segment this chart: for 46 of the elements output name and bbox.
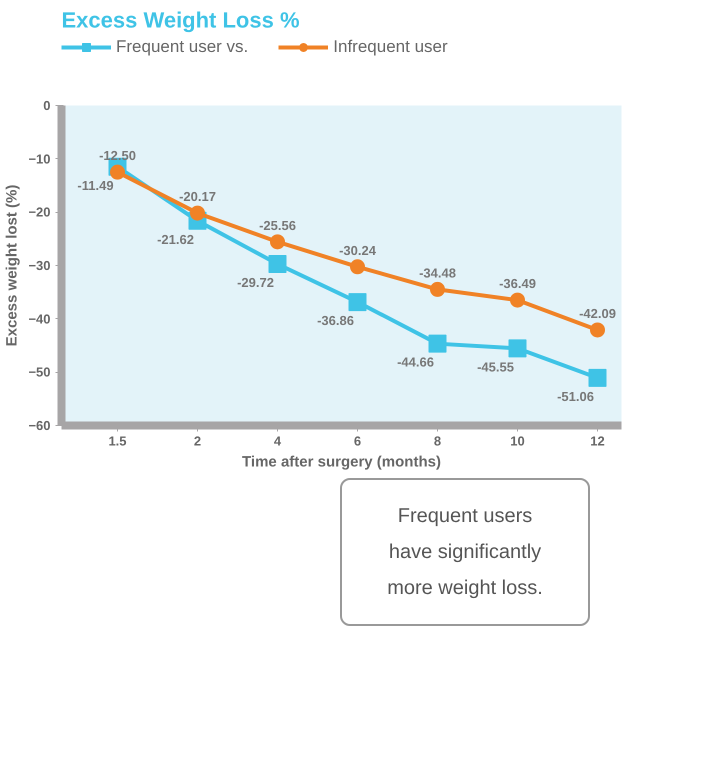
- x-tick-label: 4: [274, 434, 282, 448]
- data-label: -36.49: [499, 276, 536, 292]
- x-axis-title: Time after surgery (months): [242, 454, 441, 470]
- point: [508, 339, 526, 358]
- point: [270, 234, 285, 250]
- y-tick-label: −20: [28, 204, 51, 220]
- data-label: -30.24: [339, 242, 377, 258]
- data-label: -20.17: [179, 189, 216, 204]
- data-label: -44.66: [397, 354, 434, 370]
- y-tick-label: −40: [28, 311, 51, 326]
- data-label: -45.55: [477, 359, 514, 374]
- legend-label: Infrequent user: [333, 37, 448, 57]
- data-label: -34.48: [419, 265, 456, 280]
- data-label: -51.06: [557, 388, 594, 404]
- point: [268, 255, 286, 274]
- point: [348, 293, 366, 312]
- y-tick-label: −60: [28, 418, 51, 433]
- data-label: -29.72: [237, 275, 274, 290]
- y-axis-title: Excess weight lost (%): [3, 184, 20, 346]
- point: [590, 322, 605, 338]
- y-tick-label: −30: [28, 258, 51, 273]
- text: Frequent users have significantly more weight loss.: [387, 504, 543, 601]
- x-tick-label: 12: [590, 434, 605, 448]
- point: [428, 334, 446, 353]
- x-tick-label: 8: [434, 434, 442, 448]
- legend-label: Frequent user vs.: [116, 37, 248, 57]
- data-label: -12.50: [99, 148, 136, 164]
- point: [350, 259, 365, 274]
- point: [588, 368, 606, 387]
- point: [430, 282, 445, 297]
- x-tick-label: 6: [354, 434, 362, 448]
- chart-title: Excess Weight Loss %: [62, 8, 300, 32]
- point: [190, 206, 205, 221]
- data-label: -36.86: [317, 313, 354, 328]
- data-label: -25.56: [259, 218, 296, 233]
- data-label: -11.49: [77, 178, 114, 193]
- data-label: -42.09: [579, 306, 616, 321]
- point: [510, 292, 525, 308]
- x-tick-label: 1.5: [108, 434, 127, 448]
- y-tick-label: 0: [43, 98, 51, 113]
- x-tick-label: 2: [194, 434, 202, 448]
- y-tick-label: −10: [28, 151, 51, 166]
- x-tick-label: 10: [510, 434, 525, 448]
- data-label: -21.62: [157, 232, 194, 247]
- point: [110, 164, 125, 180]
- y-tick-label: −50: [28, 364, 51, 380]
